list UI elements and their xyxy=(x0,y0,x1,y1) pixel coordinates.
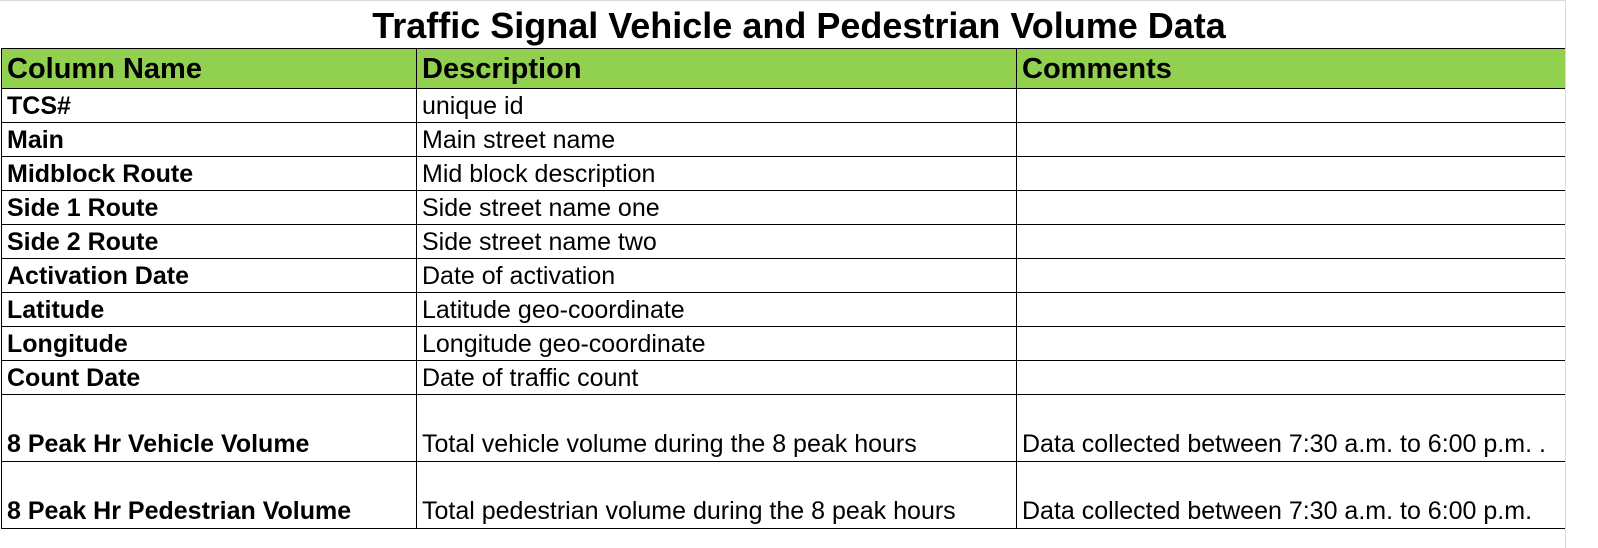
sheet-title: Traffic Signal Vehicle and Pedestrian Vo… xyxy=(0,0,1598,48)
table-row: Main Main street name xyxy=(1,122,1566,157)
column-name-cell[interactable]: Side 2 Route xyxy=(1,224,417,259)
description-cell[interactable]: Mid block description xyxy=(416,156,1017,191)
description-cell[interactable]: Total pedestrian volume during the 8 pea… xyxy=(416,461,1017,529)
description-cell[interactable]: Latitude geo-coordinate xyxy=(416,292,1017,327)
comments-cell[interactable] xyxy=(1016,326,1566,361)
column-name-cell[interactable]: Activation Date xyxy=(1,258,417,293)
description-cell[interactable]: Main street name xyxy=(416,122,1017,157)
comments-cell[interactable]: Data collected between 7:30 a.m. to 6:00… xyxy=(1016,461,1566,529)
column-name-cell[interactable]: Midblock Route xyxy=(1,156,417,191)
description-cell[interactable]: unique id xyxy=(416,88,1017,123)
table-row: Count Date Date of traffic count xyxy=(1,360,1566,395)
comments-cell[interactable]: Data collected between 7:30 a.m. to 6:00… xyxy=(1016,394,1566,462)
column-name-cell[interactable]: Latitude xyxy=(1,292,417,327)
table-row: TCS# unique id xyxy=(1,88,1566,123)
table-row: Activation Date Date of activation xyxy=(1,258,1566,293)
description-cell[interactable]: Side street name two xyxy=(416,224,1017,259)
description-cell[interactable]: Total vehicle volume during the 8 peak h… xyxy=(416,394,1017,462)
comments-cell[interactable] xyxy=(1016,190,1566,225)
comments-cell[interactable] xyxy=(1016,224,1566,259)
header-row: Column Name Description Comments xyxy=(1,48,1566,89)
column-name-cell[interactable]: Longitude xyxy=(1,326,417,361)
comments-header[interactable]: Comments xyxy=(1016,48,1566,89)
column-name-header[interactable]: Column Name xyxy=(1,48,417,89)
comments-cell[interactable] xyxy=(1016,292,1566,327)
column-name-cell[interactable]: Side 1 Route xyxy=(1,190,417,225)
table-row: Latitude Latitude geo-coordinate xyxy=(1,292,1566,327)
description-cell[interactable]: Side street name one xyxy=(416,190,1017,225)
description-cell[interactable]: Longitude geo-coordinate xyxy=(416,326,1017,361)
column-name-cell[interactable]: Count Date xyxy=(1,360,417,395)
table-row: Side 1 Route Side street name one xyxy=(1,190,1566,225)
description-cell[interactable]: Date of traffic count xyxy=(416,360,1017,395)
table-row: 8 Peak Hr Pedestrian Volume Total pedest… xyxy=(1,461,1566,529)
column-name-cell[interactable]: 8 Peak Hr Pedestrian Volume xyxy=(1,461,417,529)
comments-cell[interactable] xyxy=(1016,258,1566,293)
column-name-cell[interactable]: 8 Peak Hr Vehicle Volume xyxy=(1,394,417,462)
table-row: Longitude Longitude geo-coordinate xyxy=(1,326,1566,361)
comments-cell[interactable] xyxy=(1016,122,1566,157)
data-dictionary-table: Column Name Description Comments TCS# un… xyxy=(1,48,1566,529)
comments-cell[interactable] xyxy=(1016,360,1566,395)
column-name-cell[interactable]: TCS# xyxy=(1,88,417,123)
description-cell[interactable]: Date of activation xyxy=(416,258,1017,293)
empty-grid-column xyxy=(1565,0,1598,548)
comments-cell[interactable] xyxy=(1016,156,1566,191)
table-row: Side 2 Route Side street name two xyxy=(1,224,1566,259)
comments-cell[interactable] xyxy=(1016,88,1566,123)
description-header[interactable]: Description xyxy=(416,48,1017,89)
column-name-cell[interactable]: Main xyxy=(1,122,417,157)
table-row: Midblock Route Mid block description xyxy=(1,156,1566,191)
table-row: 8 Peak Hr Vehicle Volume Total vehicle v… xyxy=(1,394,1566,462)
